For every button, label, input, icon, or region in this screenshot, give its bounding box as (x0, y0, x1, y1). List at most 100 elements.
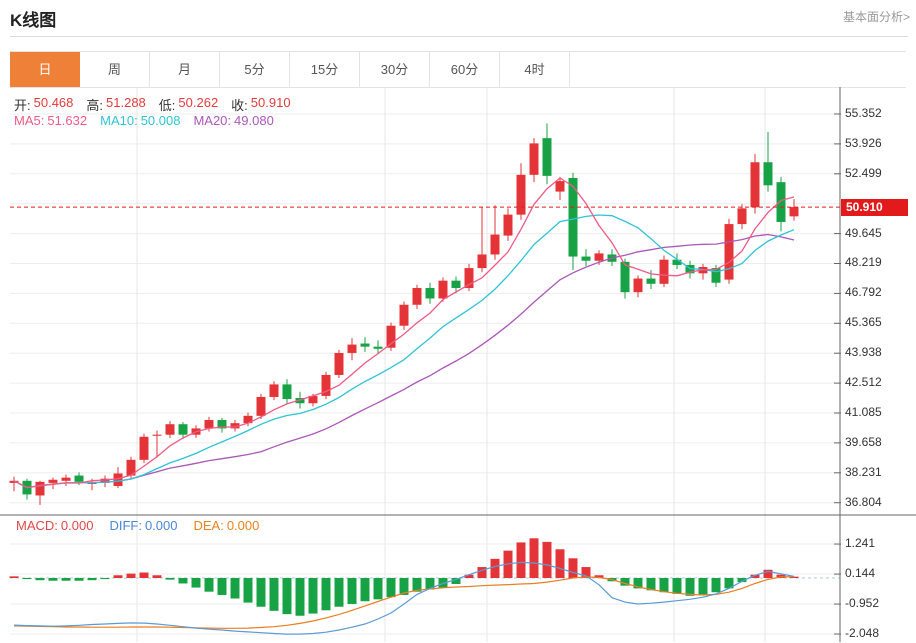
macd-bar (542, 541, 552, 578)
tab-月[interactable]: 月 (150, 52, 220, 87)
ohlc-item: 开: 50.468 (14, 95, 73, 114)
macd-bar (659, 578, 669, 593)
macd-bar (386, 578, 396, 598)
macd-bar (464, 574, 474, 578)
macd-bar (113, 575, 123, 578)
price-axis-label: 52.499 (845, 165, 882, 180)
candle-body (35, 481, 45, 496)
macd-bar (438, 578, 448, 588)
ohlc-value: 51.288 (106, 95, 146, 110)
macd-label: DIFF: (109, 518, 142, 533)
macd-bar (789, 576, 799, 578)
ma-value: 51.632 (47, 113, 88, 128)
macd-bar (191, 578, 201, 588)
price-axis-label: 53.926 (845, 135, 882, 150)
timeframe-tabs: 日周月 5分 15分 30分 60分 4时 (10, 51, 906, 88)
candle-body (724, 224, 734, 280)
macd-bar (230, 578, 240, 599)
macd-bar (425, 578, 435, 590)
macd-axis-label: -0.952 (845, 596, 880, 611)
ma-item: MA5: 51.632 (14, 113, 87, 128)
ohlc-item: 低: 50.262 (159, 95, 218, 114)
candle-body (503, 214, 513, 236)
price-axis-label: 48.219 (845, 255, 882, 270)
macd-bar (282, 578, 292, 615)
candle-body (113, 473, 123, 487)
macd-bar (698, 578, 708, 595)
ohlc-label: 高: (86, 98, 104, 113)
macd-bar (620, 578, 630, 586)
tab-5分[interactable]: 5分 (220, 52, 290, 87)
tab-4时[interactable]: 4时 (500, 52, 570, 87)
macd-bar (22, 578, 32, 580)
macd-legend: MACD: 0.000 DIFF: 0.000 DEA: 0.000 (16, 518, 259, 533)
tab-30分[interactable]: 30分 (360, 52, 430, 87)
ohlc-item: 高: 51.288 (86, 95, 145, 114)
diff-line (13, 561, 795, 635)
macd-bar (568, 558, 578, 578)
tab-周[interactable]: 周 (80, 52, 150, 87)
candle-body (373, 346, 383, 349)
candle-body (451, 280, 461, 288)
candle-body (126, 459, 136, 476)
macd-bar (750, 574, 760, 578)
candle-body (334, 352, 344, 375)
macd-bar (685, 578, 695, 596)
candle-body (594, 253, 604, 261)
macd-bar (516, 542, 526, 578)
tab-日[interactable]: 日 (10, 52, 80, 87)
macd-bar (87, 578, 97, 581)
candle-body (165, 424, 175, 435)
macd-bar (61, 578, 71, 581)
ma-legend: MA5: 51.632 MA10: 50.008 MA20: 49.080 (14, 113, 274, 128)
macd-bar (100, 578, 110, 580)
macd-bar (35, 578, 45, 581)
ma-item: MA20: 49.080 (193, 113, 273, 128)
macd-axis-label: 0.144 (845, 566, 876, 581)
candle-body (763, 162, 773, 186)
macd-value: 0.000 (226, 518, 260, 533)
macd-bar (74, 578, 84, 581)
macd-bar (399, 578, 409, 595)
ma20-line (13, 233, 795, 489)
macd-bar (477, 567, 487, 578)
macd-axis-label: -2.048 (845, 626, 880, 641)
macd-bar (269, 578, 279, 611)
macd-item: MACD: 0.000 (16, 518, 93, 533)
candle-body (230, 423, 240, 429)
candle-body (425, 287, 435, 299)
macd-bar (646, 578, 656, 591)
macd-bar (256, 578, 266, 607)
candle-body (386, 325, 396, 348)
macd-bar (9, 576, 19, 578)
fundamental-analysis-link[interactable]: 基本面分析> (842, 10, 910, 24)
candle-body (750, 162, 760, 208)
ohlc-value: 50.468 (33, 95, 74, 110)
candle-body (776, 182, 786, 222)
macd-bar (48, 578, 58, 581)
macd-bar (217, 578, 227, 595)
ohlc-item: 收: 50.910 (231, 95, 290, 114)
candle-body (399, 304, 409, 326)
candle-body (542, 138, 552, 176)
macd-bar (321, 578, 331, 611)
header-divider (10, 36, 908, 37)
candle-body (100, 478, 110, 483)
candle-body (568, 177, 578, 257)
price-axis-label: 55.352 (845, 106, 882, 120)
candle-body (789, 207, 799, 217)
macd-bar (347, 578, 357, 604)
tab-15分[interactable]: 15分 (290, 52, 360, 87)
price-axis-label: 38.231 (845, 464, 882, 479)
macd-label: MACD: (16, 518, 58, 533)
macd-bar (243, 578, 253, 603)
macd-value: 0.000 (144, 518, 178, 533)
kline-chart-canvas[interactable] (0, 87, 916, 643)
candle-body (633, 278, 643, 293)
macd-bar (412, 578, 422, 592)
candle-body (217, 420, 227, 429)
price-axis-label: 49.645 (845, 225, 882, 240)
candle-body (321, 374, 331, 396)
tab-60分[interactable]: 60分 (430, 52, 500, 87)
candle-body (61, 477, 71, 481)
